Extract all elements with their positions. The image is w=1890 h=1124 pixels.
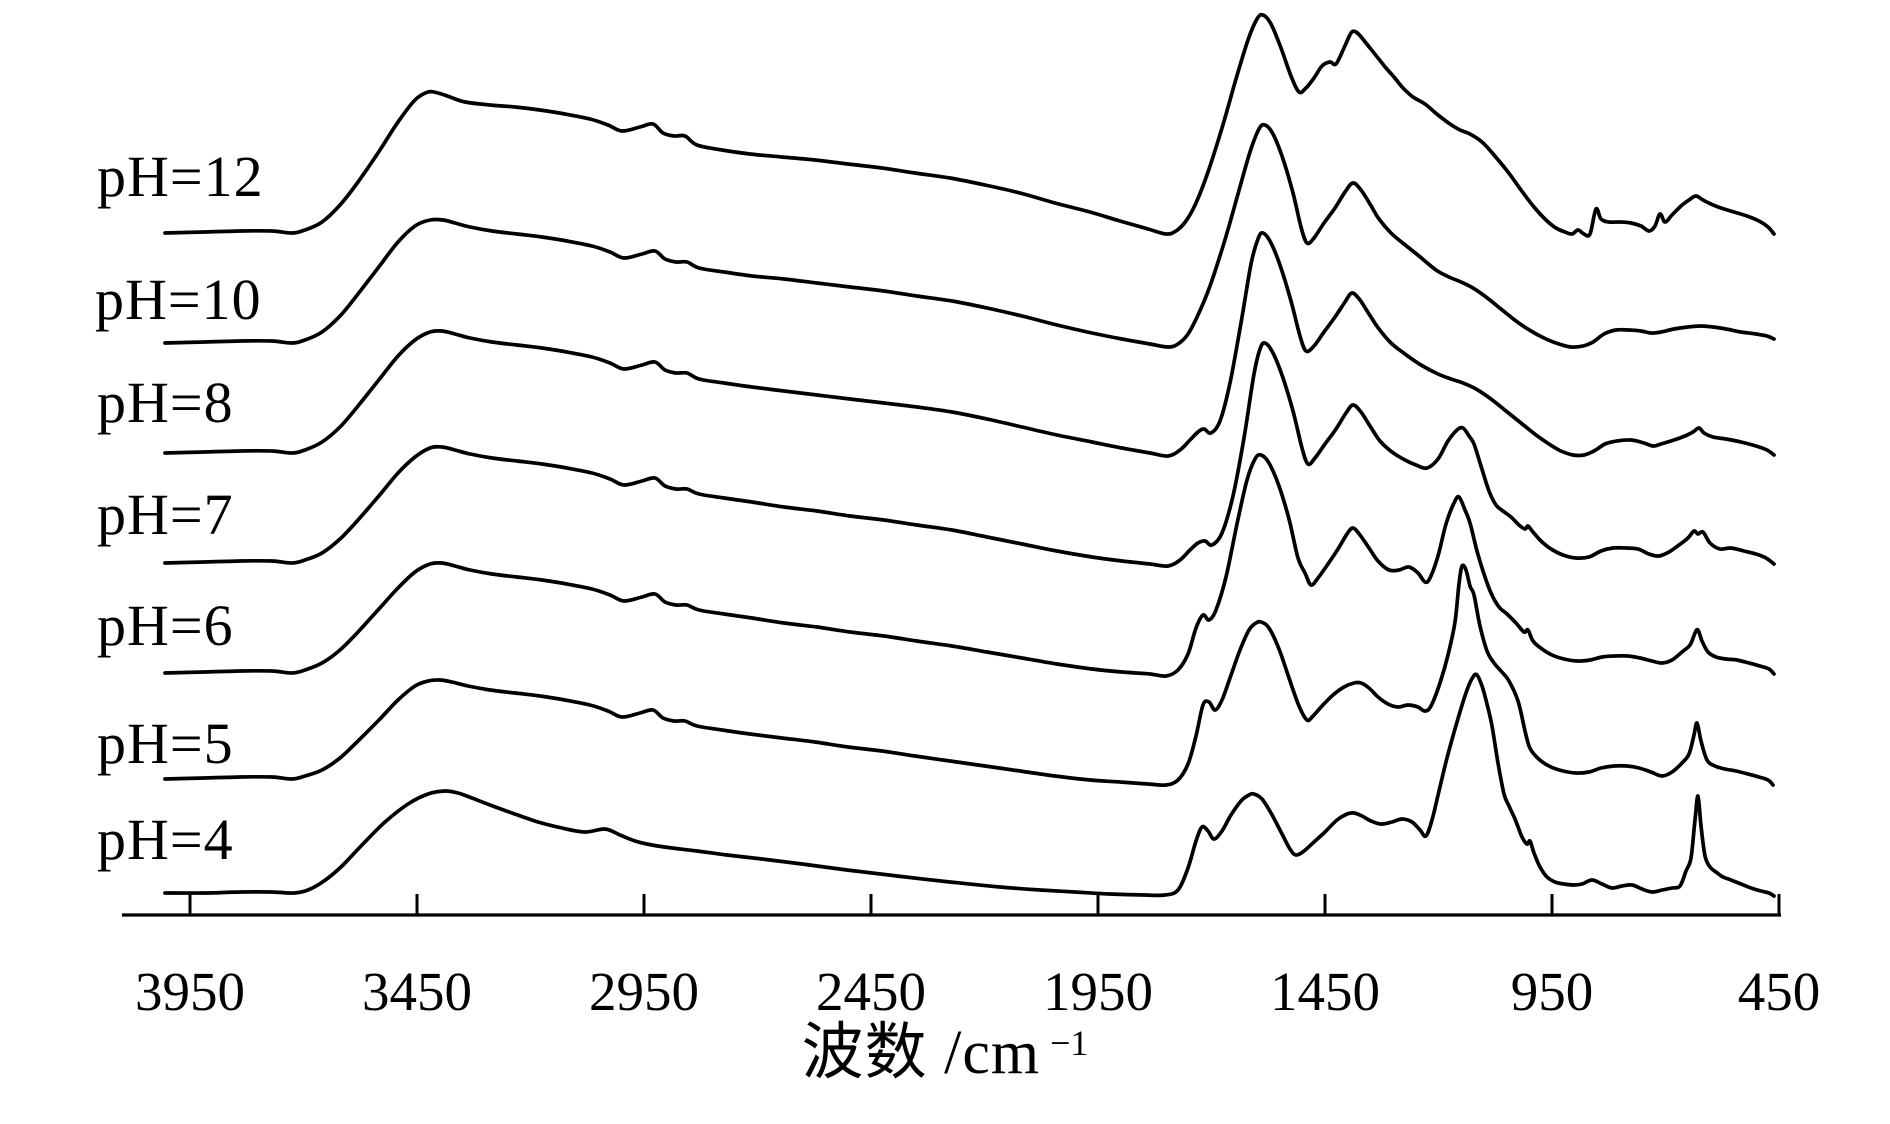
spectrum-curve-ph4 <box>163 672 1776 898</box>
x-tick-label-1450: 1450 <box>1270 961 1380 1022</box>
x-tick-label-3950: 3950 <box>135 961 245 1022</box>
series-label-ph5: pH=5 <box>97 711 234 776</box>
series-label-ph6: pH=6 <box>97 593 234 658</box>
spectrum-curve-ph12 <box>163 12 1776 238</box>
series-label-ph12: pH=12 <box>97 144 264 209</box>
x-tick-label-2950: 2950 <box>589 961 699 1022</box>
series-label-ph4: pH=4 <box>97 807 234 872</box>
x-tick-label-450: 450 <box>1738 961 1821 1022</box>
x-axis-title-text: 波数 /cm <box>801 1019 1041 1087</box>
series-label-ph7: pH=7 <box>97 482 234 547</box>
series-label-ph8: pH=8 <box>97 370 234 435</box>
x-axis-title: 波数 /cm −1 <box>0 1022 1890 1084</box>
x-tick-label-950: 950 <box>1511 961 1594 1022</box>
x-tick-label-1950: 1950 <box>1043 961 1153 1022</box>
spectrum-curve-ph8 <box>163 231 1776 458</box>
x-axis-title-superscript: −1 <box>1050 1023 1089 1063</box>
spectrum-curve-ph6 <box>163 452 1776 678</box>
x-tick-label-2450: 2450 <box>816 961 926 1022</box>
x-tick-label-3450: 3450 <box>362 961 472 1022</box>
spectrum-curve-ph10 <box>163 122 1776 349</box>
spectrum-curve-ph5 <box>163 563 1775 788</box>
series-label-ph10: pH=10 <box>95 267 262 332</box>
spectrum-curve-ph7 <box>163 341 1776 568</box>
